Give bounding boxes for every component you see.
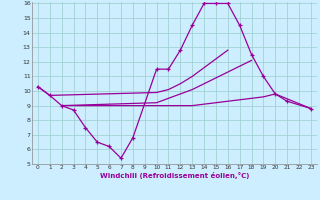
X-axis label: Windchill (Refroidissement éolien,°C): Windchill (Refroidissement éolien,°C) <box>100 172 249 179</box>
